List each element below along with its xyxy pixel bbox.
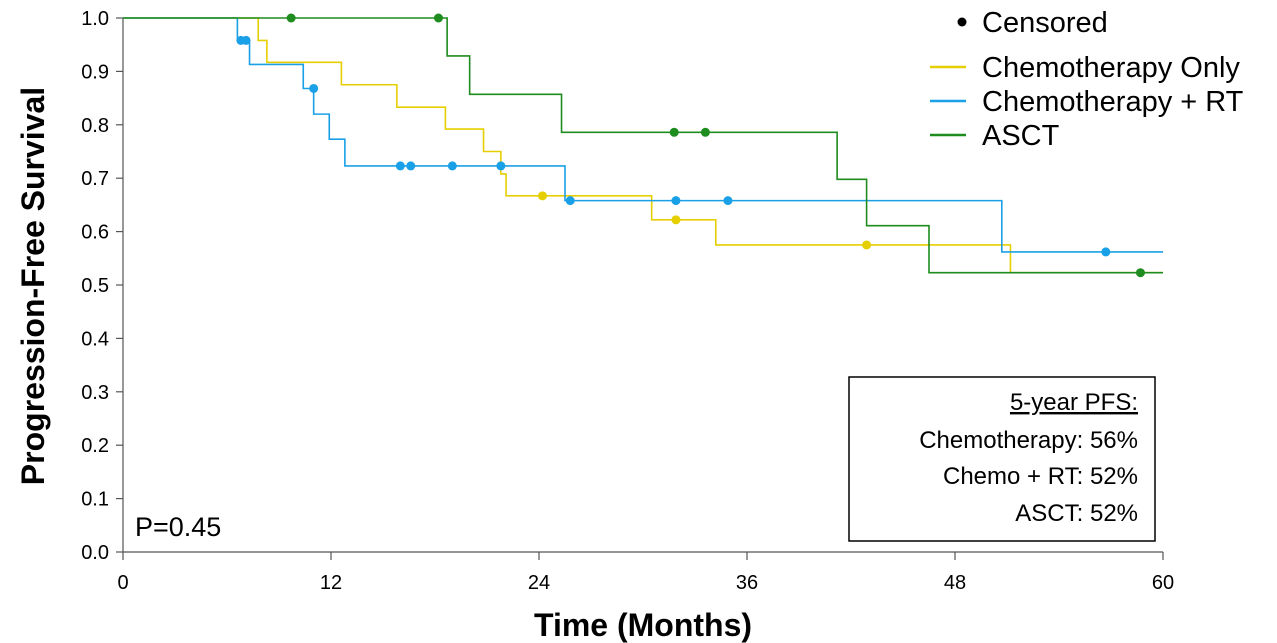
y-tick-label: 0.3 [81,382,109,404]
censor-point-asct [700,127,710,137]
legend-censored-marker [957,17,967,27]
x-tick-label: 24 [528,572,550,594]
p-value-annotation: P=0.45 [135,512,221,542]
curve-asct [123,17,1163,274]
censor-point-asct [286,13,296,23]
censor-point-chemotherapy-rt [565,196,575,206]
legend-entry-label: ASCT [982,120,1060,152]
y-tick-label: 0.1 [81,489,109,511]
censor-point-chemotherapy-rt [1101,247,1111,257]
censor-point-asct [1135,268,1145,278]
censor-point-chemotherapy-rt [447,161,457,171]
y-tick-label: 1.0 [81,8,109,30]
y-tick-label: 0.6 [81,222,109,244]
y-tick-label: 0.4 [81,328,109,350]
censor-point-chemotherapy-rt [241,35,251,45]
x-tick-label: 60 [1152,572,1174,594]
legend-censored-label: Censored [982,7,1108,39]
y-tick-label: 0.8 [81,115,109,137]
y-tick-label: 0.9 [81,61,109,83]
censor-point-chemotherapy-only [671,215,681,225]
censor-point-chemotherapy-only [862,240,872,250]
censor-point-chemotherapy-rt [671,196,681,206]
censor-point-asct [669,127,679,137]
censor-point-asct [433,13,443,23]
x-tick-label: 12 [320,572,342,594]
pfs-box-line-chemo: Chemotherapy: 56% [919,427,1138,454]
legend-entry-label: Chemotherapy Only [982,52,1240,84]
censor-markers [236,13,1145,278]
y-tick-label: 0.0 [81,542,109,564]
y-axis-title: Progression-Free Survival [15,87,51,485]
y-tick-label: 0.2 [81,435,109,457]
censor-point-chemotherapy-rt [309,83,319,93]
pfs-box-border [848,376,1156,542]
x-axis-title: Time (Months) [534,607,752,643]
x-tick-label: 48 [944,572,966,594]
censor-point-chemotherapy-rt [723,196,733,206]
pfs-box-line-chemo-rt: Chemo + RT: 52% [943,463,1138,490]
censor-point-chemotherapy-rt [406,161,416,171]
y-tick-label: 0.7 [81,168,109,190]
axes: 0.0 0.1 0.2 0.3 0.4 0.5 0.6 0.7 0.8 0.9 1.0 0 12 24 36… [81,8,1174,594]
x-tick-label: 0 [117,572,128,594]
y-tick-label: 0.5 [81,275,109,297]
legend-entry-label: Chemotherapy + RT [982,86,1244,118]
pfs-box-heading: 5-year PFS: [1010,389,1138,416]
x-tick-label: 36 [736,572,758,594]
pfs-box-line-asct: ASCT: 52% [1015,500,1138,527]
censor-point-chemotherapy-only [537,191,547,201]
censor-point-chemotherapy-rt [395,161,405,171]
censor-point-chemotherapy-rt [496,161,506,171]
curve-chemotherapy-only [123,17,1163,274]
pfs-summary-box: 5-year PFS: Chemotherapy: 56% Chemo + RT… [848,376,1156,542]
